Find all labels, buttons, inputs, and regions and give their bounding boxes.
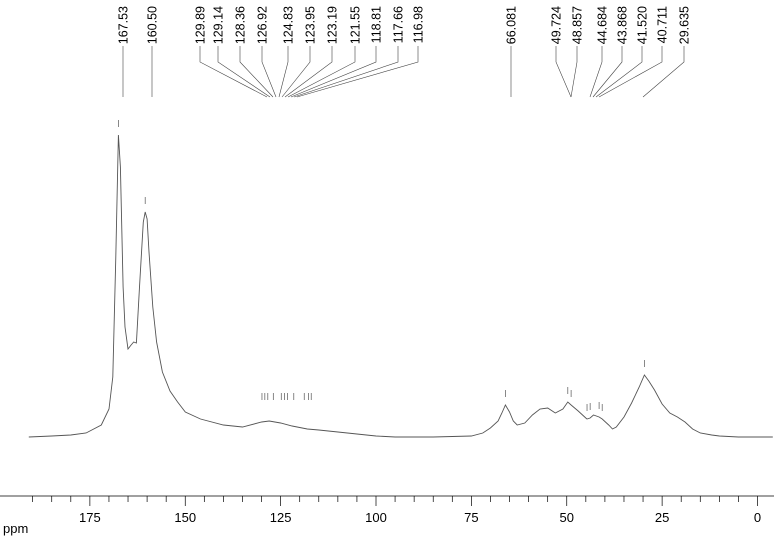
- peak-connector: [642, 46, 685, 98]
- peak-label: 128.36: [234, 6, 248, 44]
- x-tick-label: 175: [79, 510, 101, 525]
- peak-label-connectors: [122, 46, 685, 98]
- peak-connector: [595, 46, 643, 98]
- peak-label: 117.66: [392, 6, 406, 43]
- x-axis-label: ppm: [3, 521, 28, 536]
- peak-label: 49.724: [550, 6, 564, 44]
- peak-connector: [598, 46, 663, 98]
- peak-label: 44.684: [596, 6, 610, 44]
- peak-connector: [261, 46, 277, 98]
- peak-connector: [296, 46, 419, 98]
- peak-connector: [592, 46, 623, 98]
- x-axis-major-ticks: 175 150 125 100 75 50 25 0: [79, 496, 761, 525]
- peak-markers: [118, 120, 645, 411]
- peak-label: 48.857: [571, 6, 585, 44]
- peak-connector: [284, 46, 333, 98]
- peak-label: 66.081: [505, 6, 519, 44]
- peak-label: 123.95: [304, 6, 318, 44]
- peak-connector: [278, 46, 289, 98]
- x-tick-label: 150: [174, 510, 196, 525]
- peak-connector: [281, 46, 311, 98]
- x-tick-label: 0: [754, 510, 761, 525]
- x-axis-minor-ticks: [32, 496, 739, 502]
- x-tick-label: 75: [464, 510, 478, 525]
- peak-connector: [293, 46, 399, 98]
- x-axis: 175 150 125 100 75 50 25 0 ppm: [0, 495, 774, 536]
- peak-connector: [290, 46, 377, 98]
- x-tick-label: 125: [270, 510, 292, 525]
- peak-label: 160.50: [146, 6, 160, 44]
- peak-connector: [570, 46, 578, 98]
- peak-label: 124.83: [282, 6, 296, 44]
- peak-label: 40.711: [656, 6, 670, 43]
- peak-connector: [217, 46, 271, 98]
- peak-label: 43.868: [616, 6, 630, 44]
- peak-label: 29.635: [678, 6, 692, 44]
- peak-connector: [589, 46, 603, 98]
- spectrum-line: [28, 134, 773, 438]
- peak-connector: [199, 46, 268, 98]
- peak-label: 118.81: [370, 6, 384, 43]
- peak-label: 123.19: [326, 6, 340, 44]
- x-tick-label: 25: [655, 510, 669, 525]
- peak-label: 129.14: [212, 6, 226, 44]
- peak-label: 129.89: [194, 6, 208, 44]
- peak-label: 167.53: [117, 6, 131, 44]
- x-tick-label: 50: [560, 510, 574, 525]
- peak-label: 121.55: [349, 6, 363, 44]
- peak-connector: [287, 46, 356, 98]
- peak-connector: [239, 46, 274, 98]
- peak-connector: [555, 46, 572, 98]
- x-tick-label: 100: [365, 510, 387, 525]
- peak-label: 126.92: [256, 6, 270, 44]
- peak-labels: 167.53 160.50 129.89 129.14 128.36 126.92 124.…: [117, 6, 692, 44]
- peak-label: 116.98: [412, 6, 426, 43]
- peak-label: 41.520: [636, 6, 650, 44]
